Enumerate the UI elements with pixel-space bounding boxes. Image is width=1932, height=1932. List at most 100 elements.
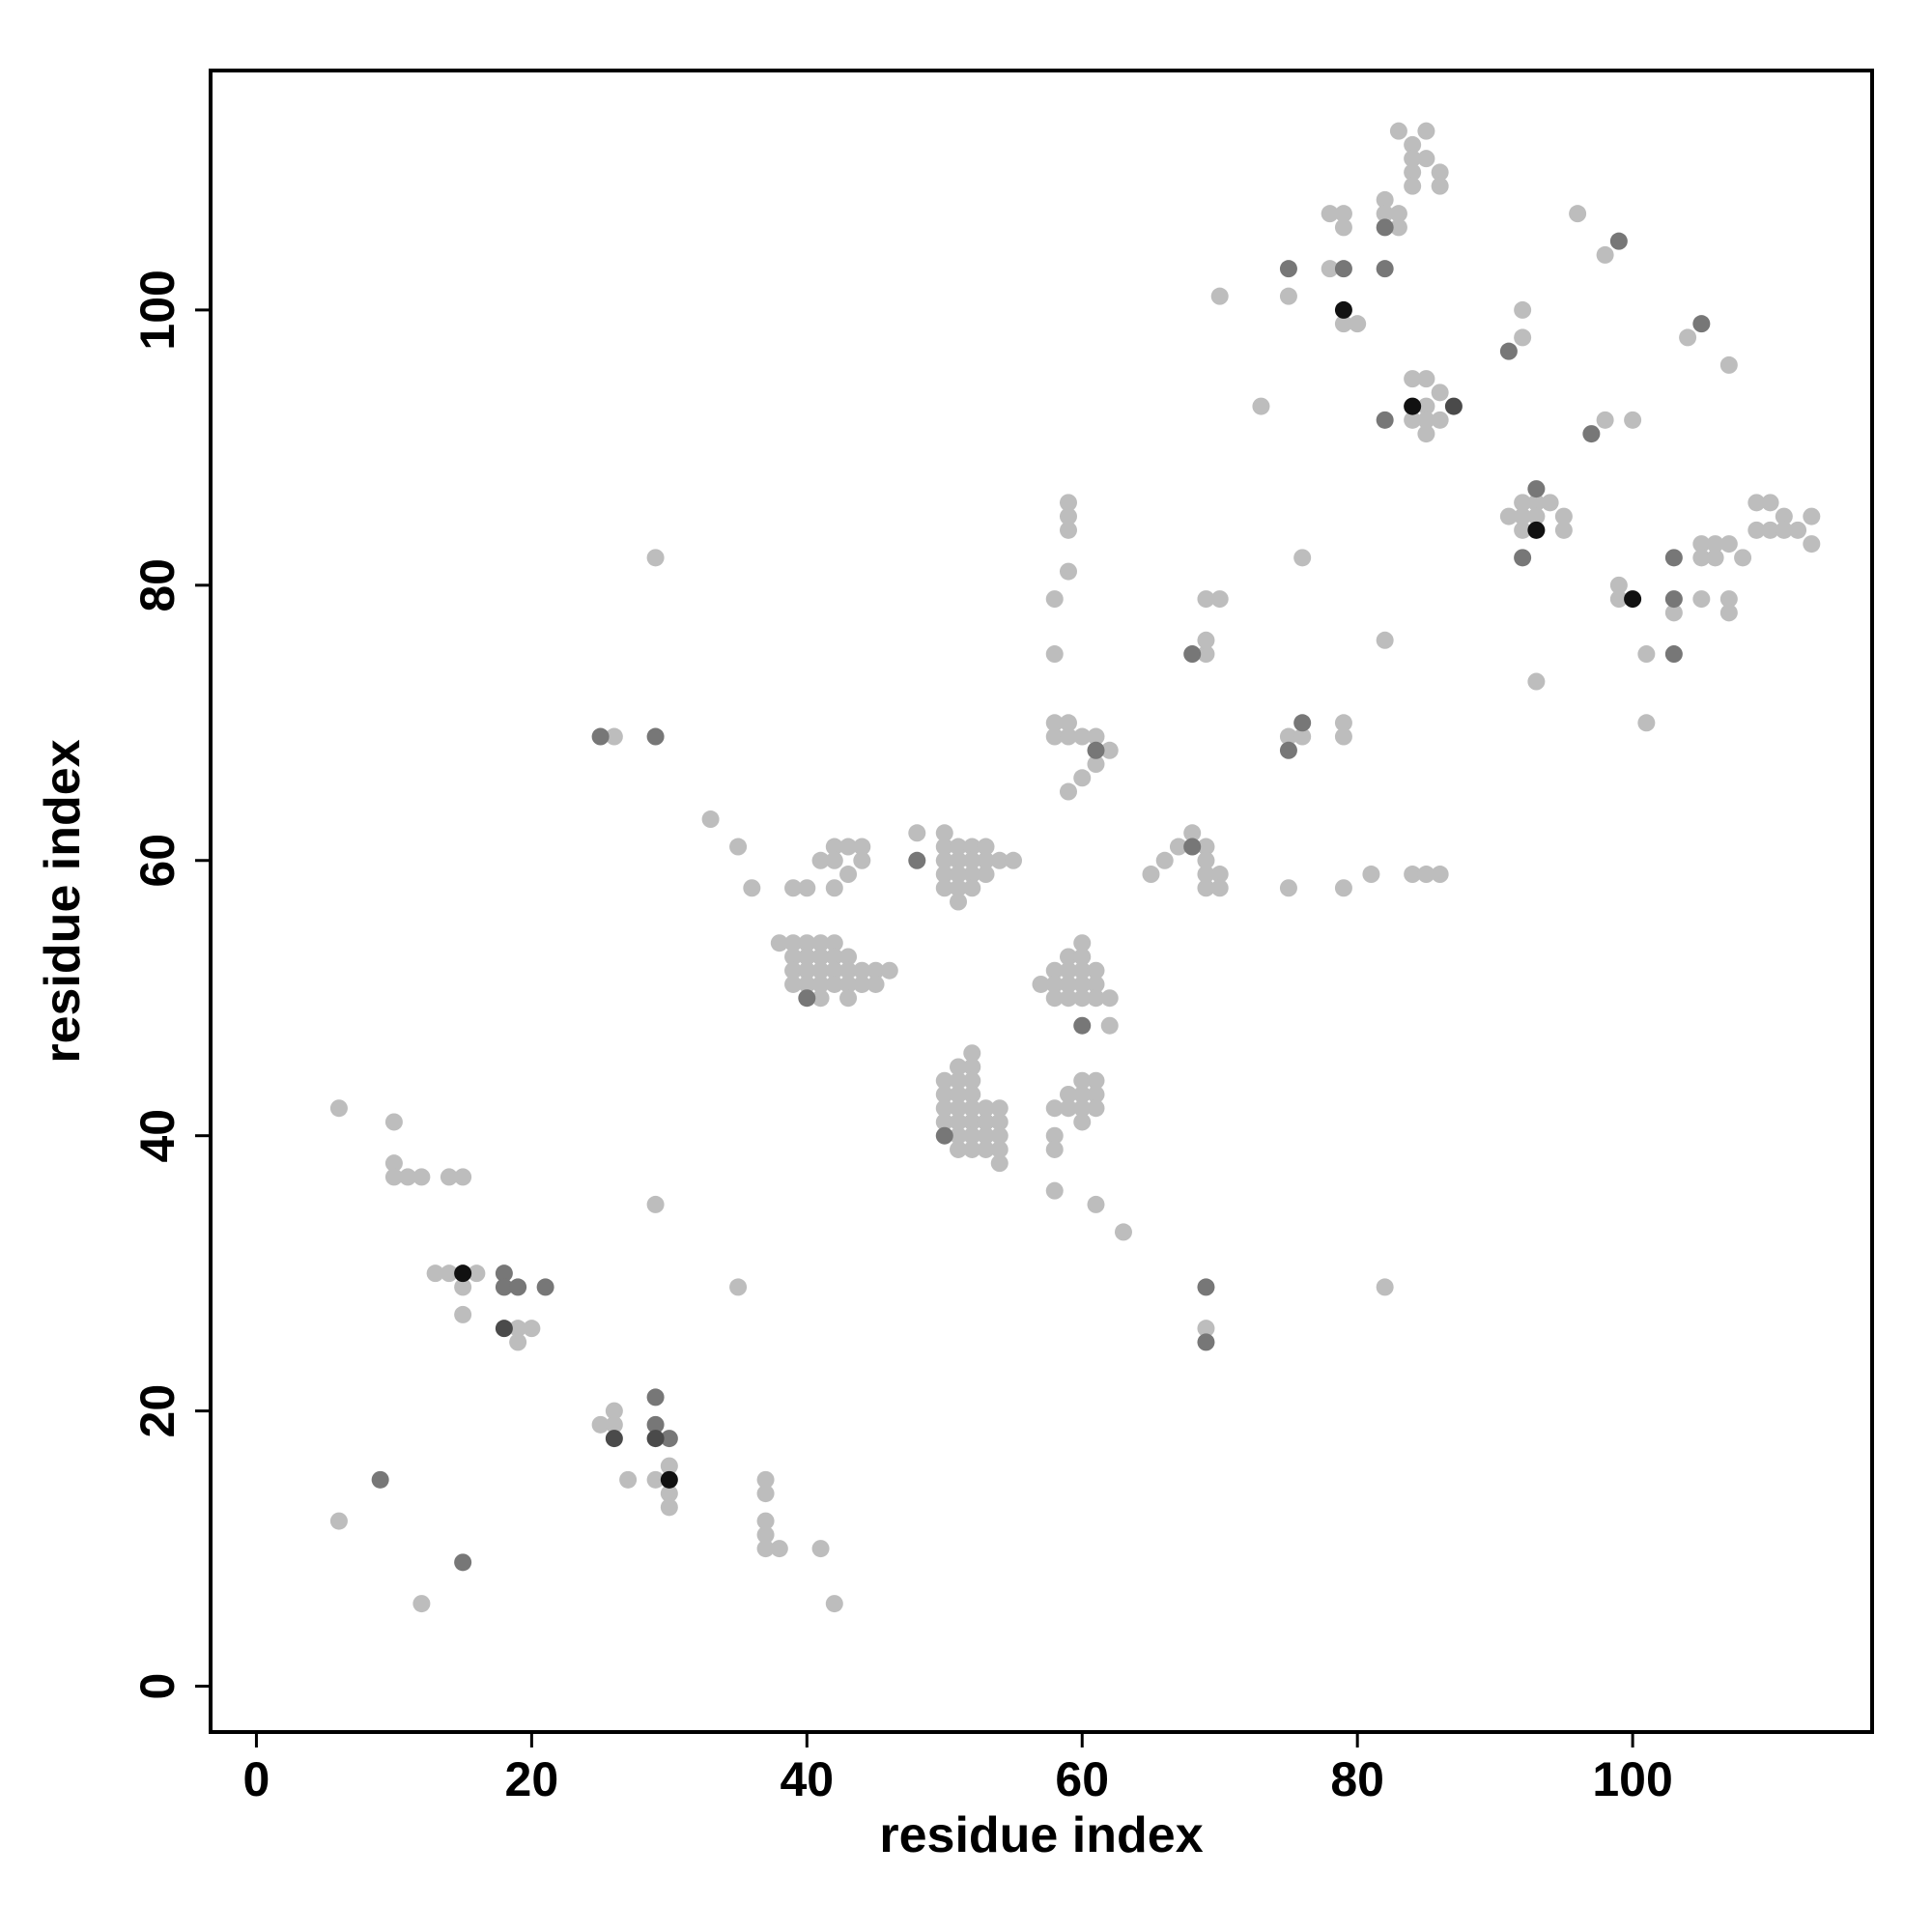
point <box>1197 1320 1215 1338</box>
point <box>743 879 761 897</box>
point <box>660 1470 678 1489</box>
point <box>963 1044 981 1063</box>
point <box>1197 879 1215 897</box>
point <box>963 838 981 856</box>
point <box>977 851 995 869</box>
point <box>811 989 830 1008</box>
point <box>1045 975 1064 993</box>
point <box>384 1113 403 1131</box>
point <box>1059 1099 1077 1118</box>
point <box>1404 397 1422 415</box>
point <box>1334 260 1352 278</box>
point <box>1706 535 1724 554</box>
point <box>1059 727 1077 746</box>
point <box>1073 1085 1092 1103</box>
point <box>1197 1278 1215 1296</box>
point <box>839 989 858 1008</box>
point <box>1596 411 1614 429</box>
x-axis-title: residue index <box>879 1807 1203 1863</box>
point <box>798 975 816 993</box>
point <box>1444 397 1463 415</box>
point <box>591 727 610 746</box>
point <box>935 1071 953 1090</box>
y-tick-label: 60 <box>130 834 185 888</box>
point <box>1087 989 1105 1008</box>
point <box>1692 535 1711 554</box>
point <box>495 1278 513 1296</box>
point <box>935 824 953 842</box>
point <box>798 961 816 980</box>
point <box>1045 1140 1064 1158</box>
point <box>454 1168 472 1186</box>
point <box>935 866 953 884</box>
point <box>990 1140 1009 1158</box>
point <box>1389 205 1407 223</box>
point <box>1005 851 1023 869</box>
point <box>384 1168 403 1186</box>
point <box>784 961 803 980</box>
point <box>784 975 803 993</box>
point <box>454 1278 472 1296</box>
point <box>935 1113 953 1131</box>
point <box>1087 961 1105 980</box>
point <box>1389 122 1407 140</box>
point <box>523 1320 541 1338</box>
point <box>1169 838 1187 856</box>
point <box>811 1540 830 1558</box>
point <box>756 1540 775 1558</box>
point <box>646 1415 665 1434</box>
point <box>1321 260 1339 278</box>
point <box>784 879 803 897</box>
point <box>935 838 953 856</box>
point <box>1073 975 1092 993</box>
point <box>908 824 926 842</box>
point <box>1059 562 1077 581</box>
point <box>1664 604 1683 622</box>
point <box>908 851 926 869</box>
point <box>440 1264 458 1283</box>
point <box>1073 1016 1092 1035</box>
point <box>1803 535 1821 554</box>
point <box>1210 879 1229 897</box>
point <box>1404 163 1422 182</box>
point <box>990 1113 1009 1131</box>
point <box>1664 590 1683 609</box>
point <box>660 1498 678 1517</box>
point <box>811 975 830 993</box>
point <box>454 1264 472 1283</box>
point <box>1321 205 1339 223</box>
point <box>1775 507 1793 526</box>
point <box>1417 425 1435 443</box>
point <box>1334 727 1352 746</box>
point <box>839 975 858 993</box>
point <box>963 866 981 884</box>
point <box>977 1140 995 1158</box>
point <box>1747 521 1766 539</box>
point <box>1596 245 1614 264</box>
point <box>935 1085 953 1103</box>
y-tick-label: 40 <box>130 1109 185 1163</box>
point <box>1349 315 1367 333</box>
point <box>1059 1085 1077 1103</box>
point <box>1789 521 1807 539</box>
point <box>619 1470 638 1489</box>
point <box>701 810 720 829</box>
point <box>412 1168 431 1186</box>
point <box>825 961 843 980</box>
point <box>660 1457 678 1475</box>
point <box>646 1195 665 1213</box>
point <box>660 1430 678 1448</box>
point <box>1059 521 1077 539</box>
point <box>1527 480 1546 498</box>
point <box>1087 1195 1105 1213</box>
point <box>880 961 898 980</box>
point <box>1059 961 1077 980</box>
point <box>839 961 858 980</box>
point <box>1045 989 1064 1008</box>
point <box>440 1168 458 1186</box>
point <box>811 961 830 980</box>
point <box>990 851 1009 869</box>
y-tick-label: 80 <box>130 558 185 612</box>
point <box>399 1168 417 1186</box>
point <box>1514 549 1532 567</box>
